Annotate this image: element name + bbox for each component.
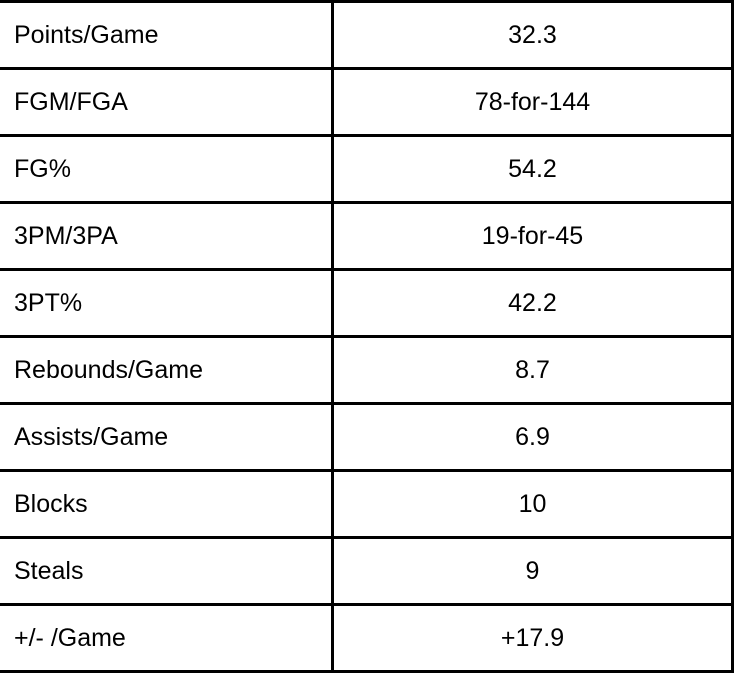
stat-value: 10	[331, 469, 734, 539]
stat-value: 42.2	[331, 268, 734, 338]
table-row: FG% 54.2	[0, 134, 734, 204]
table-row: Rebounds/Game 8.7	[0, 335, 734, 405]
stat-value: 19-for-45	[331, 201, 734, 271]
table-row: Steals 9	[0, 536, 734, 606]
stat-value: 8.7	[331, 335, 734, 405]
stat-label: FGM/FGA	[0, 67, 334, 137]
stat-label: Points/Game	[0, 0, 334, 70]
table-row: 3PM/3PA 19-for-45	[0, 201, 734, 271]
table-row: Blocks 10	[0, 469, 734, 539]
table-row: Assists/Game 6.9	[0, 402, 734, 472]
stat-label: Assists/Game	[0, 402, 334, 472]
stat-value: 32.3	[331, 0, 734, 70]
table-row: +/- /Game +17.9	[0, 603, 734, 673]
table-row: FGM/FGA 78-for-144	[0, 67, 734, 137]
stat-label: 3PT%	[0, 268, 334, 338]
stat-value: 78-for-144	[331, 67, 734, 137]
stat-label: FG%	[0, 134, 334, 204]
stat-value: +17.9	[331, 603, 734, 673]
stat-value: 9	[331, 536, 734, 606]
stat-label: +/- /Game	[0, 603, 334, 673]
stat-label: Rebounds/Game	[0, 335, 334, 405]
stat-label: Steals	[0, 536, 334, 606]
table-row: 3PT% 42.2	[0, 268, 734, 338]
stat-label: 3PM/3PA	[0, 201, 334, 271]
table-row: Points/Game 32.3	[0, 0, 734, 70]
stat-label: Blocks	[0, 469, 334, 539]
stat-value: 6.9	[331, 402, 734, 472]
stat-value: 54.2	[331, 134, 734, 204]
